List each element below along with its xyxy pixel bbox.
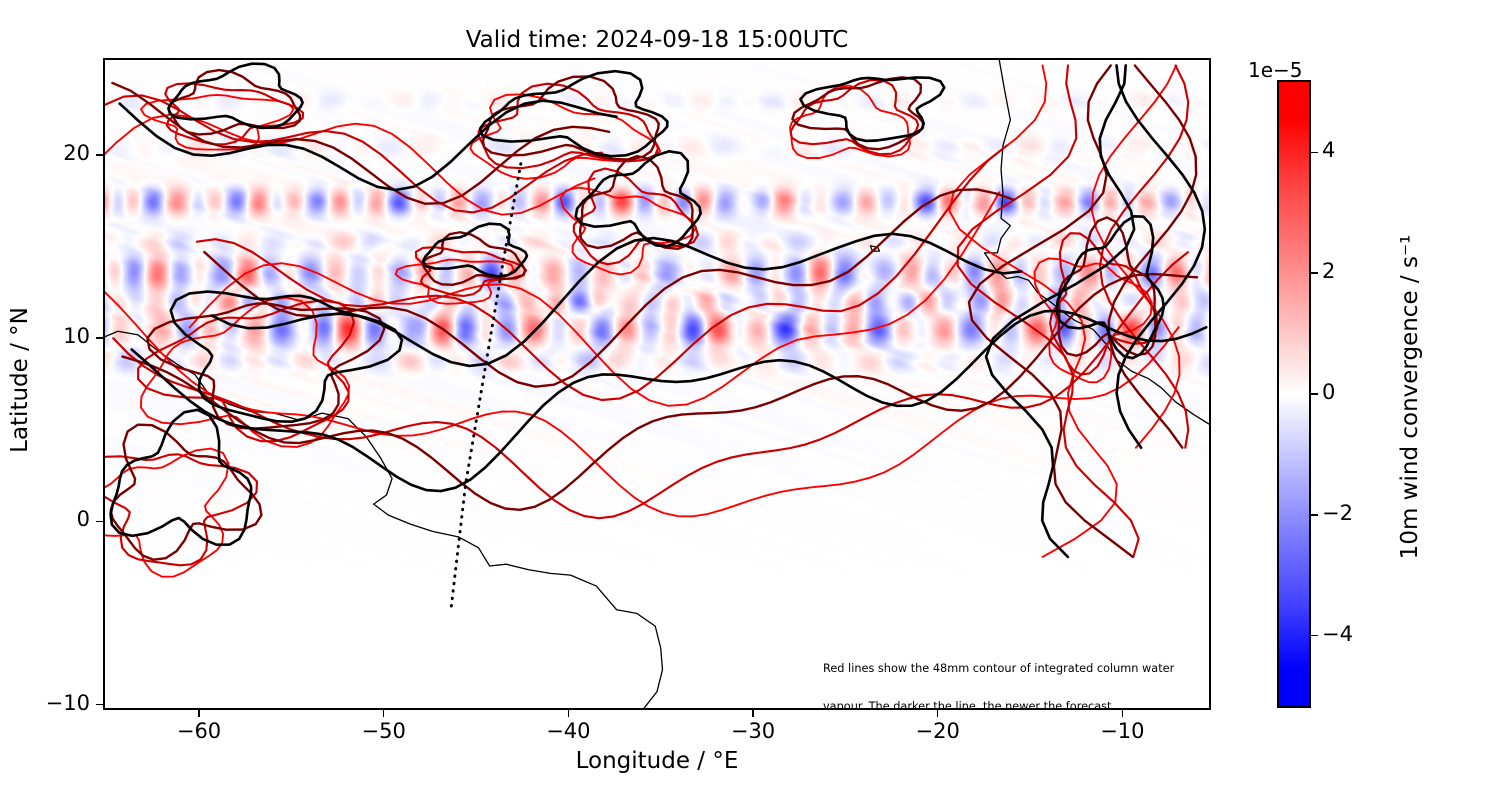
x-tick-label: −40 — [546, 719, 591, 743]
y-tick-label: 10 — [63, 324, 90, 349]
coastline-paths — [105, 60, 1209, 708]
colorbar-tick-mark — [1311, 151, 1318, 154]
colorbar-gradient — [1277, 80, 1311, 708]
page-title: Valid time: 2024-09-18 15:00UTC — [465, 27, 849, 53]
x-tick-label: −60 — [176, 719, 222, 743]
y-tick-mark — [96, 520, 103, 523]
map-axes: Red lines show the 48mm contour of integ… — [103, 58, 1211, 710]
y-tick-label: −10 — [45, 690, 90, 715]
y-tick-label: 0 — [76, 507, 90, 532]
x-tick-label: −50 — [361, 719, 406, 743]
colorbar-tick-label: 2 — [1322, 259, 1336, 284]
x-tick-label: −30 — [730, 719, 776, 743]
y-tick-mark — [96, 337, 103, 339]
x-tick-mark — [567, 710, 570, 717]
x-tick-label: −20 — [915, 719, 960, 743]
colorbar-tick-label: −4 — [1322, 621, 1353, 646]
iwv-contour-paths — [105, 62, 1208, 578]
contour-overlay — [105, 60, 1209, 708]
x-tick-mark — [936, 710, 939, 717]
annotation-text-block: Red lines show the 48mm contour of integ… — [823, 638, 1181, 710]
satellite-track-path — [449, 162, 523, 612]
colorbar-tick-label: −2 — [1322, 500, 1353, 525]
colorbar-tick-mark — [1311, 634, 1318, 637]
x-tick-mark — [382, 710, 385, 717]
colorbar-tick-label: 0 — [1322, 380, 1336, 404]
colorbar-tick-mark — [1311, 272, 1318, 275]
y-tick-label: 20 — [63, 141, 90, 166]
y-tick-mark — [96, 154, 103, 156]
x-tick-label: −10 — [1100, 719, 1145, 743]
y-tick-mark — [96, 703, 103, 706]
colorbar-tick-mark — [1311, 393, 1318, 395]
annotation-line-1: Red lines show the 48mm contour of integ… — [823, 662, 1175, 676]
x-axis-label: Longitude / °E — [575, 748, 739, 774]
colorbar-label: 10m wind convergence / s⁻¹ — [1397, 234, 1423, 560]
colorbar-offset-text: 1e−5 — [1248, 58, 1303, 82]
colorbar-container — [1277, 80, 1311, 708]
y-axis-label: Latitude / °N — [7, 307, 33, 453]
x-tick-mark — [1121, 710, 1124, 717]
x-tick-mark — [752, 710, 754, 717]
x-tick-mark — [198, 710, 200, 717]
annotation-line-2: vapour. The darker the line, the newer t… — [823, 699, 1116, 710]
colorbar-tick-mark — [1311, 513, 1318, 516]
colorbar-tick-label: 4 — [1322, 138, 1336, 163]
